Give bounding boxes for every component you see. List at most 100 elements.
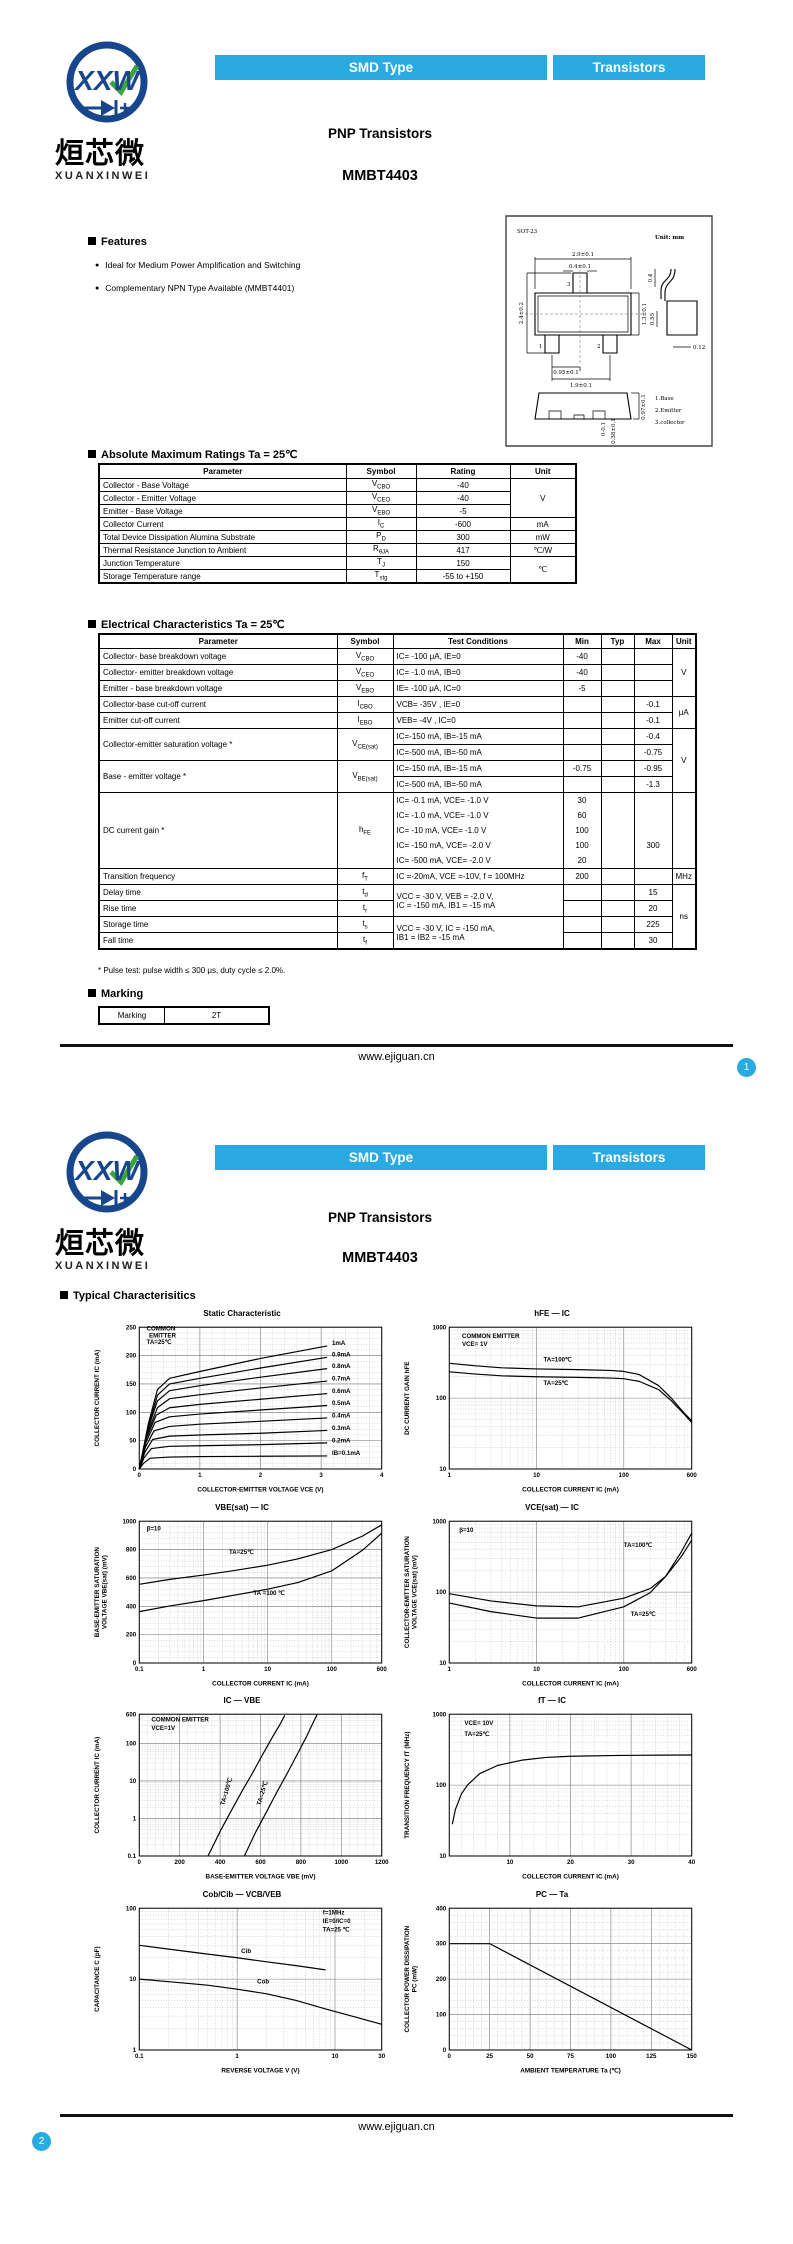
header-bar-smd-type: SMD Type <box>215 55 547 80</box>
table-header-row: Parameter Symbol Rating Unit <box>98 463 577 479</box>
svg-text:40: 40 <box>688 1860 695 1867</box>
table-row: IC= -1.0 mA, VCE= -1.0 V 60 <box>99 808 696 823</box>
header-bar-transistors: Transistors <box>553 55 705 80</box>
brand-name-en: XUANXINWEI <box>55 1260 151 1273</box>
svg-text:30: 30 <box>628 1860 635 1867</box>
chart-title: IC — VBE <box>223 1696 261 1706</box>
marking-label-cell: Marking <box>98 1006 165 1025</box>
svg-text:1: 1 <box>448 1472 452 1479</box>
table-row: IC=-500 mA, IB=-50 mA -1.3 <box>99 776 696 793</box>
svg-text:50: 50 <box>129 1438 136 1445</box>
dim-height: 0.97±0.1 <box>641 394 647 420</box>
section-typical-characteristics: Typical Characterisitics <box>60 1290 196 1302</box>
footer-rule <box>60 2114 733 2117</box>
section-bullet <box>88 237 96 245</box>
svg-text:400: 400 <box>215 1860 226 1867</box>
svg-text:0.7mA: 0.7mA <box>332 1376 351 1383</box>
svg-text:600: 600 <box>255 1860 266 1867</box>
svg-text:100: 100 <box>436 1783 447 1790</box>
datasheet-page-1: XXW 烜芯微 XUANXINWEI SMD Type Transistors … <box>0 0 793 1122</box>
svg-text:25: 25 <box>486 2053 493 2060</box>
header-transistors-label: Transistors <box>592 1150 666 1165</box>
svg-text:1000: 1000 <box>432 1712 446 1719</box>
svg-text:VCE= 10V: VCE= 10V <box>464 1721 494 1728</box>
svg-text:IB=0.1mA: IB=0.1mA <box>332 1450 361 1457</box>
table-row: Collector - Base Voltage VCBO -40 V <box>98 478 577 518</box>
chart-ft-vs-ic: fT — IC 10 20 30 40 10 100 1000 VCE= 10V TA=25℃ CO… <box>402 1695 702 1883</box>
svg-text:f=1MHz: f=1MHz <box>323 1909 345 1916</box>
svg-text:β=10: β=10 <box>147 1525 162 1532</box>
dim-side-mid: 0.55 <box>650 312 656 325</box>
package-drawing-sot23: SOT-23 Unit: mm 2.9±0.1 0.4±0.1 2.4±0.2 … <box>505 215 713 447</box>
svg-text:TA=25℃: TA=25℃ <box>147 1339 172 1346</box>
table-row: Collector- emitter breakdown voltage VCEO… <box>98 664 696 681</box>
svg-text:100: 100 <box>126 1409 137 1416</box>
chart-title: VCE(sat) — IC <box>525 1502 579 1512</box>
svg-text:800: 800 <box>296 1860 307 1867</box>
section-bullet <box>60 1291 68 1299</box>
svg-text:COLLECTOR POWER DISSIPATION: COLLECTOR POWER DISSIPATION <box>404 1925 411 2032</box>
logo-letters: XXW <box>73 65 141 96</box>
svg-text:30: 30 <box>378 2053 385 2060</box>
svg-text:10: 10 <box>129 1976 136 1983</box>
brand-logo: XXW 烜芯微 XUANXINWEI <box>55 1126 195 1272</box>
footer-url: www.ejiguan.cn <box>358 1051 435 1063</box>
section-electrical-characteristics: Electrical Characteristics Ta = 25℃ <box>88 618 285 631</box>
package-unit: Unit: mm <box>655 235 684 241</box>
svg-text:COMMON EMITTER: COMMON EMITTER <box>462 1333 520 1340</box>
footer-url: www.ejiguan.cn <box>358 2121 435 2133</box>
svg-text:0: 0 <box>133 1660 137 1667</box>
svg-text:COMMON: COMMON <box>147 1326 176 1333</box>
table-row: Marking 2T <box>98 1006 270 1025</box>
chart-vbe-sat-vs-ic: VBE(sat) — IC 0.1 1 10 100 600 0 200 400 600 800 10… <box>92 1502 392 1690</box>
svg-text:0.1: 0.1 <box>135 2053 144 2060</box>
table-row: IC= -10 mA, VCE= -1.0 V 100 <box>99 823 696 838</box>
page-subtitle: PNP Transistors <box>327 1210 433 1225</box>
logo-check-mark <box>109 1154 140 1187</box>
svg-text:BASE-EMITTER SATURATION: BASE-EMITTER SATURATION <box>94 1546 101 1637</box>
header-smd-type-label: SMD Type <box>348 1150 414 1165</box>
svg-text:VCE= 1V: VCE= 1V <box>462 1341 488 1348</box>
svg-text:VCE=1V: VCE=1V <box>151 1725 176 1732</box>
svg-text:TA=100℃: TA=100℃ <box>543 1356 572 1363</box>
svg-text:1: 1 <box>133 2047 137 2054</box>
pin-legend-collector: 3.collector <box>655 420 685 426</box>
svg-text:EMITTER: EMITTER <box>149 1332 177 1339</box>
dim-body-width: 2.9±0.1 <box>572 252 594 258</box>
dim-lead-width: 0.4±0.1 <box>569 264 591 270</box>
svg-text:10: 10 <box>439 1660 446 1667</box>
table-row: Collector- base breakdown voltage VCBO IC=… <box>98 648 697 697</box>
package-name: SOT-23 <box>517 229 538 235</box>
svg-text:10: 10 <box>439 1466 446 1473</box>
chart-title: fT — IC <box>538 1696 566 1706</box>
svg-text:125: 125 <box>646 2053 657 2060</box>
dim-standoff: 0-0.1 <box>601 422 607 436</box>
svg-text:100: 100 <box>126 1905 137 1912</box>
svg-text:4: 4 <box>380 1472 384 1479</box>
logo-check-mark <box>109 64 140 97</box>
svg-text:100: 100 <box>436 2012 447 2019</box>
svg-text:10: 10 <box>533 1666 540 1673</box>
svg-text:150: 150 <box>126 1381 137 1388</box>
svg-text:10: 10 <box>506 1860 513 1867</box>
svg-text:100: 100 <box>327 1666 338 1673</box>
svg-text:100: 100 <box>436 1395 447 1402</box>
svg-text:TA=25℃: TA=25℃ <box>543 1380 568 1387</box>
table-row: IC= -150 mA, VCE= -2.0 V 100 300 <box>99 838 696 853</box>
absolute-maximum-ratings-table: Parameter Symbol Rating Unit Collector - Bas… <box>98 463 577 584</box>
svg-text:100: 100 <box>619 1472 630 1479</box>
svg-text:200: 200 <box>436 1976 447 1983</box>
svg-text:β=10: β=10 <box>459 1527 474 1534</box>
svg-text:TA=100℃: TA=100℃ <box>624 1542 653 1549</box>
chart-vce-sat-vs-ic: VCE(sat) — IC 1 10 100 600 10 100 1000 β=10 TA=10… <box>402 1502 702 1690</box>
chart-static-characteristic: Static Characteristic 0 1 2 3 4 0 50 100 150 200 25… <box>92 1308 392 1496</box>
table-row: Transition frequency fT IC =-20mA, VCE =-1… <box>98 868 697 885</box>
svg-text:1000: 1000 <box>432 1324 446 1331</box>
dim-foot: 0.38±0.1 <box>611 418 617 444</box>
svg-text:150: 150 <box>687 2053 698 2060</box>
marking-table: Marking 2T <box>98 1006 270 1025</box>
pin-number-2: 2 <box>597 344 601 350</box>
svg-text:400: 400 <box>126 1603 137 1610</box>
svg-text:1: 1 <box>198 1472 202 1479</box>
table-header-row: Parameter Symbol Test Conditions Min Typ Max U… <box>98 633 697 649</box>
